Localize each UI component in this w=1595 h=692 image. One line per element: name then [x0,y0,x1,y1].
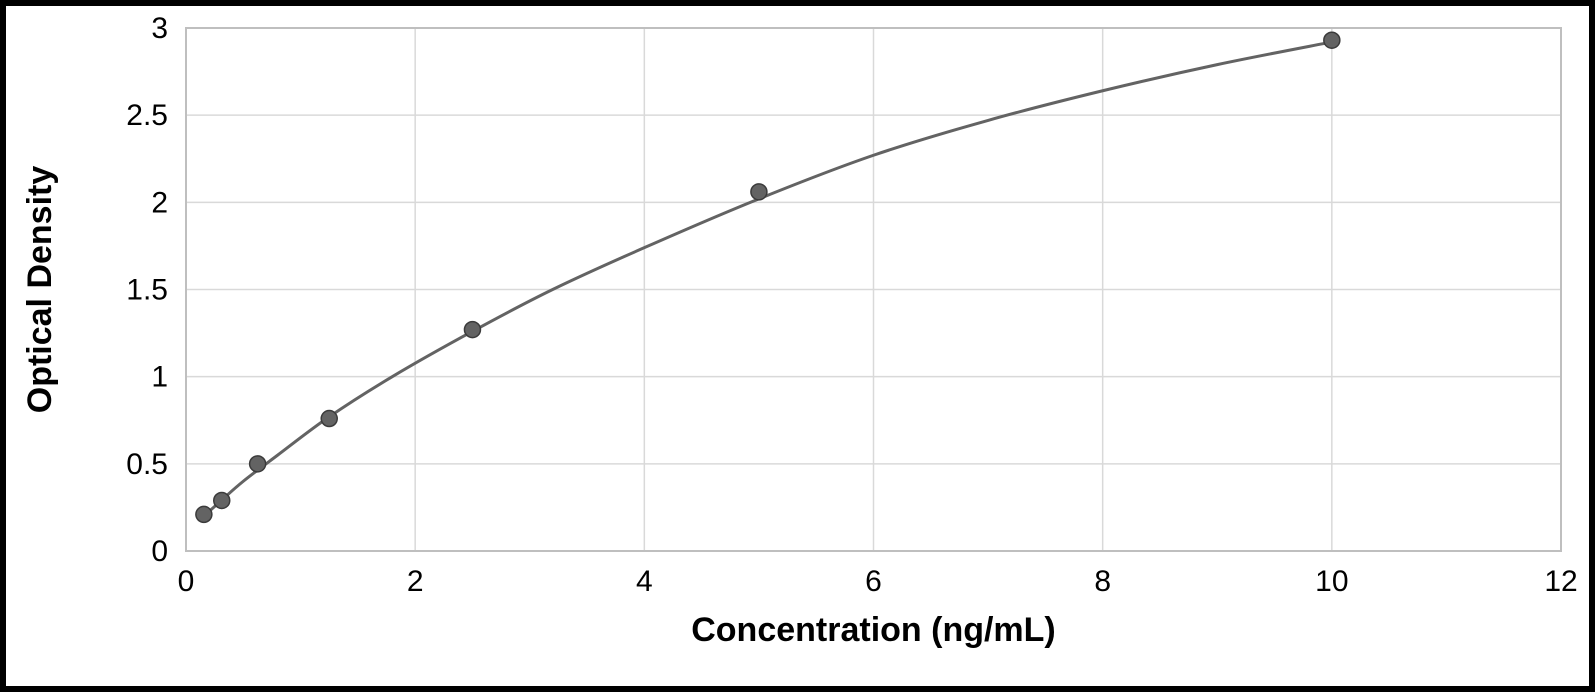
x-tick-label: 2 [407,565,424,598]
y-axis-title: Optical Density [21,166,59,414]
y-tick-label: 0.5 [126,448,168,481]
data-point [464,322,480,338]
data-point [250,456,266,472]
x-axis-title: Concentration (ng/mL) [691,611,1056,649]
data-point [196,506,212,522]
chart-bg [6,6,1589,686]
y-tick-label: 3 [151,12,168,45]
y-tick-label: 0 [151,535,168,568]
x-tick-label: 4 [636,565,653,598]
x-tick-label: 0 [178,565,195,598]
chart-container: 0 2 4 6 8 10 12 0 0.5 1 1.5 2 2.5 3 Concentration (ng/… [6,6,1589,686]
chart-frame: 0 2 4 6 8 10 12 0 0.5 1 1.5 2 2.5 3 Concentration (ng/… [0,0,1595,692]
x-tick-label: 6 [865,565,882,598]
y-tick-label: 2.5 [126,99,168,132]
data-point [1324,32,1340,48]
x-tick-label: 10 [1315,565,1348,598]
y-tick-label: 1 [151,361,168,394]
x-tick-label: 8 [1094,565,1111,598]
x-tick-label: 12 [1544,565,1577,598]
data-point [214,492,230,508]
data-point [321,411,337,427]
data-point [751,184,767,200]
y-tick-label: 2 [151,186,168,219]
chart-svg: 0 2 4 6 8 10 12 0 0.5 1 1.5 2 2.5 3 Concentration (ng/… [6,6,1589,686]
y-tick-label: 1.5 [126,274,168,307]
